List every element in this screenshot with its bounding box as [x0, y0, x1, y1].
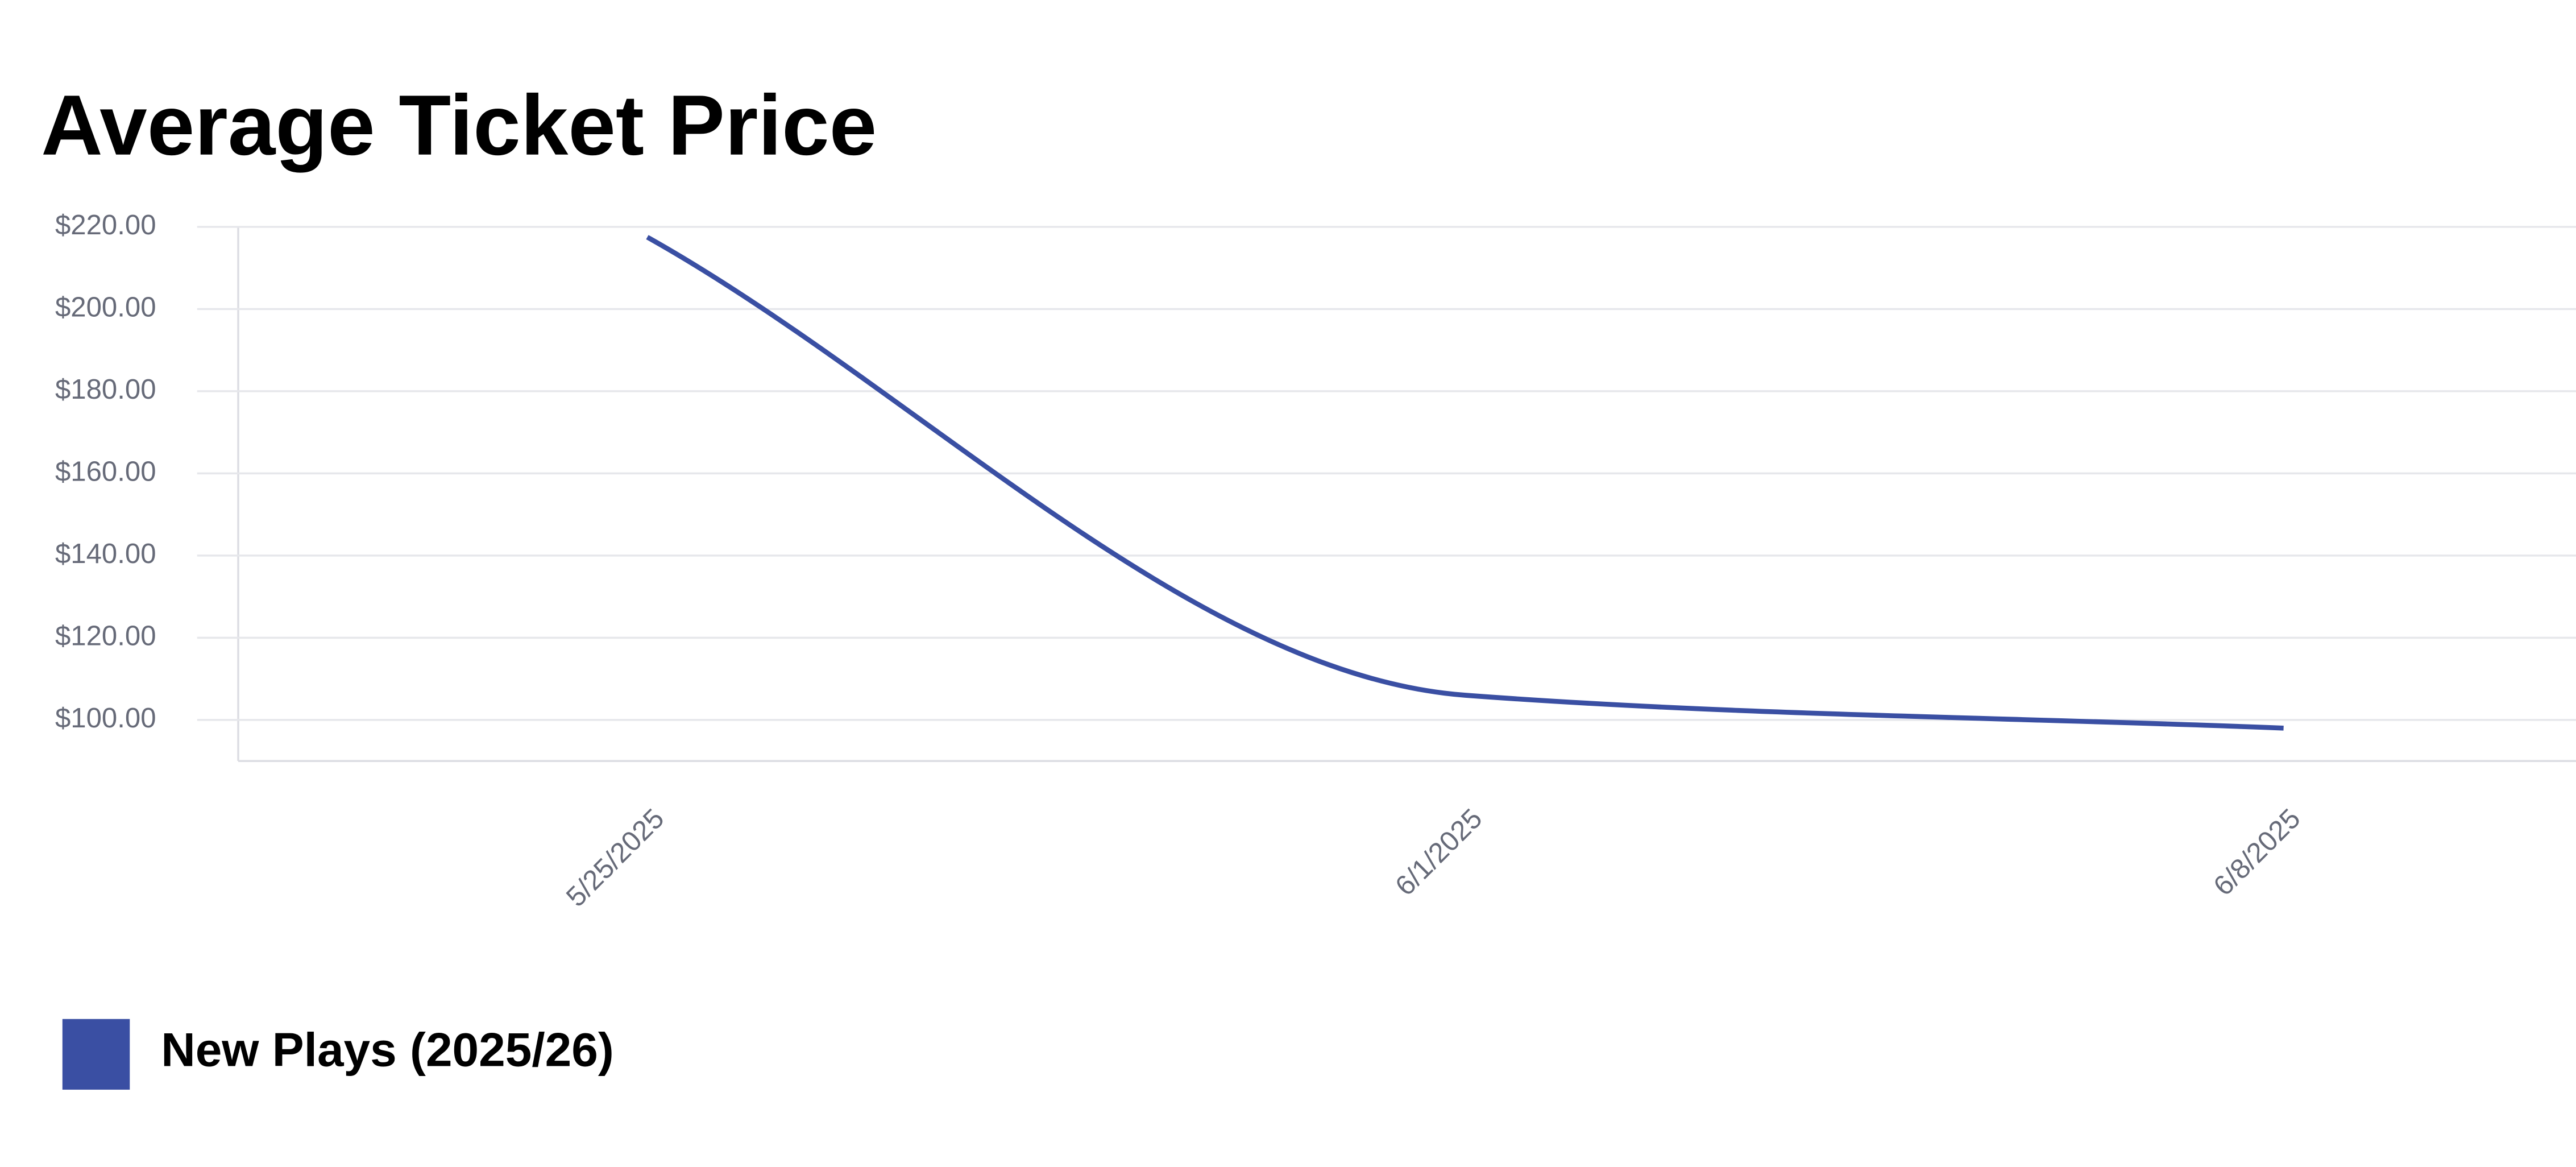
y-tick-label: $200.00	[55, 292, 156, 322]
x-tick-label: 6/1/2025	[1389, 803, 1488, 901]
y-tick-label: $100.00	[55, 703, 156, 734]
x-tick-label: 6/8/2025	[2208, 803, 2306, 901]
data-line	[646, 235, 2284, 731]
x-tick-label: 5/25/2025	[561, 803, 670, 913]
legend-swatch	[62, 1019, 130, 1090]
y-tick-label: $180.00	[55, 374, 156, 405]
y-tick-label: $120.00	[55, 620, 156, 651]
y-tick-label: $140.00	[55, 539, 156, 569]
legend-label: New Plays (2025/26)	[161, 1023, 614, 1077]
y-tick-label: $160.00	[55, 456, 156, 487]
chart-title: Average Ticket Price	[41, 77, 877, 173]
y-tick-label: $220.00	[55, 210, 156, 241]
